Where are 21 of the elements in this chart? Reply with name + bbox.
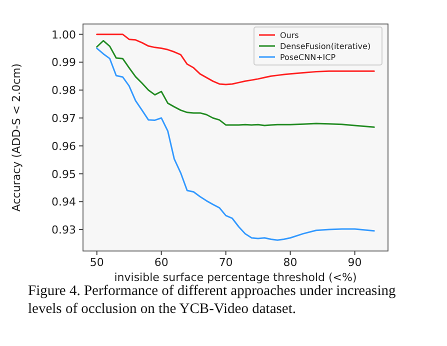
x-axis-title: invisible surface percentage threshold (<%): [114, 271, 357, 284]
line-series: [96, 34, 375, 86]
y-tick-label: 0.93: [52, 224, 76, 237]
x-tick-label: 60: [154, 256, 168, 269]
caption: Figure 4. Performance of different approaches under increasing levels of occlusion on the YCB-Video dataset.: [28, 283, 397, 318]
legend-label: PoseCNN+ICP: [280, 53, 336, 62]
x-tick-label: 80: [283, 256, 298, 269]
y-tick-label: 0.95: [52, 168, 76, 181]
y-axis-title: Accuracy (ADD-S < 2.0cm): [10, 63, 23, 212]
y-tick-label: 0.99: [52, 56, 76, 70]
y-tick-label: 0.94: [52, 196, 76, 209]
y-tick-label: 0.98: [52, 84, 76, 98]
legend-label: Ours: [280, 31, 299, 40]
legend-label: DenseFusion(iterative): [280, 42, 371, 51]
line-series: [96, 40, 375, 128]
x-tick-label: 50: [90, 256, 104, 269]
x-tick-label: 90: [348, 256, 362, 269]
y-tick-label: 0.96: [52, 140, 76, 153]
x-tick-label: 70: [218, 256, 233, 269]
y-tick-label: 0.97: [52, 112, 76, 125]
y-tick-label: 1.00: [52, 28, 76, 42]
